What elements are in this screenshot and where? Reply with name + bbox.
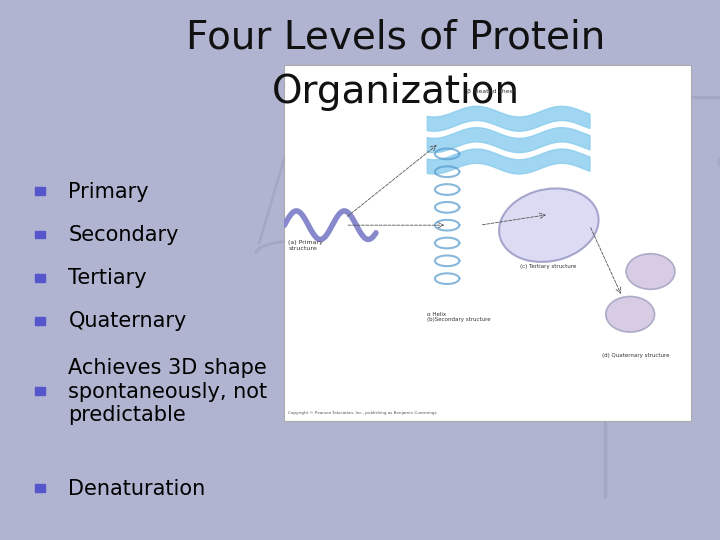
Text: β Pleated sheet: β Pleated sheet <box>467 89 516 94</box>
Bar <box>35 231 45 239</box>
Text: Achieves 3D shape
spontaneously, not
predictable: Achieves 3D shape spontaneously, not pre… <box>68 359 268 424</box>
FancyBboxPatch shape <box>284 65 691 421</box>
Ellipse shape <box>606 296 654 332</box>
Bar <box>35 187 45 195</box>
Text: α Helix
(b)Secondary structure: α Helix (b)Secondary structure <box>427 312 490 322</box>
Text: Four Levels of Protein: Four Levels of Protein <box>186 19 606 57</box>
Bar <box>35 317 45 325</box>
Text: Primary: Primary <box>68 181 149 202</box>
Text: Secondary: Secondary <box>68 225 179 245</box>
Text: Quaternary: Quaternary <box>68 311 186 332</box>
Bar <box>35 387 45 395</box>
Text: (a) Primary
structure: (a) Primary structure <box>289 240 323 251</box>
Text: Tertiary: Tertiary <box>68 268 147 288</box>
Ellipse shape <box>499 188 598 262</box>
Text: Denaturation: Denaturation <box>68 478 206 499</box>
Text: Organization: Organization <box>272 73 520 111</box>
Text: Copyright © Pearson Education, Inc., publishing as Benjamin Cummings: Copyright © Pearson Education, Inc., pub… <box>289 411 437 415</box>
Ellipse shape <box>626 254 675 289</box>
Bar <box>35 274 45 282</box>
Text: (c) Tertiary structure: (c) Tertiary structure <box>521 264 577 269</box>
Text: (d) Quaternary structure: (d) Quaternary structure <box>602 353 669 358</box>
Bar <box>35 484 45 492</box>
